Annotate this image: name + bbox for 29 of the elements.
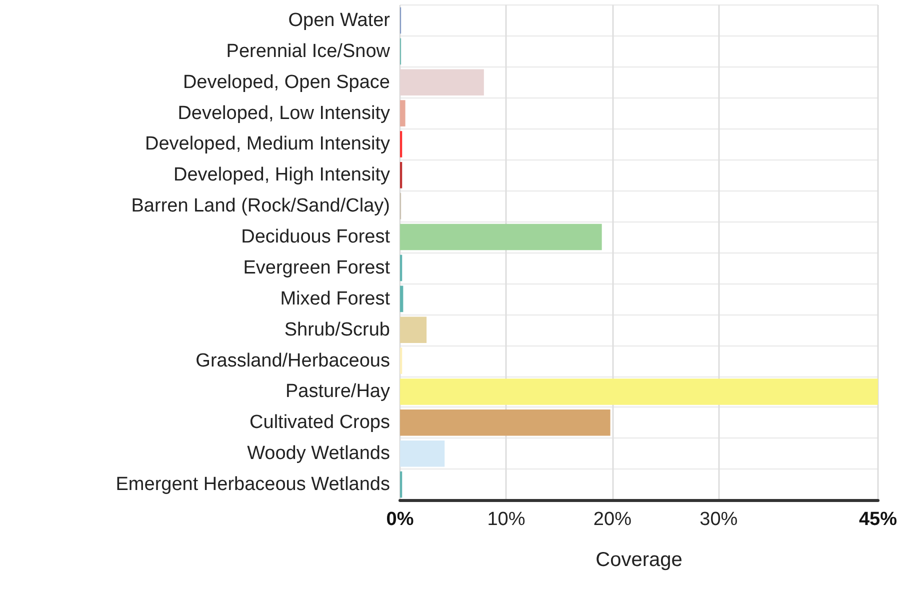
- x-tick-label: 0%: [386, 509, 414, 530]
- x-axis-title: Coverage: [596, 549, 682, 571]
- bar: [400, 224, 602, 250]
- bar: [400, 286, 404, 312]
- y-tick-label: Shrub/Scrub: [284, 319, 390, 340]
- y-tick-label: Developed, Medium Intensity: [144, 134, 390, 155]
- x-tick-label: 45%: [858, 509, 898, 530]
- y-tick-label: Woody Wetlands: [247, 443, 390, 464]
- y-tick-label: Cultivated Crops: [250, 412, 390, 434]
- y-tick-label: Pasture/Hay: [285, 381, 390, 402]
- bar: [400, 440, 445, 467]
- y-tick-label: Perennial Ice/Snow: [226, 40, 390, 62]
- y-tick-label: Developed, Open Space: [182, 72, 390, 93]
- y-tick-label: Emergent Herbaceous Wetlands: [116, 474, 390, 496]
- bar: [400, 100, 406, 126]
- y-tick-label: Grassland/Herbaceous: [196, 350, 390, 372]
- y-tick-label: Deciduous Forest: [241, 226, 391, 248]
- bar: [400, 378, 878, 405]
- x-tick-label: 10%: [487, 509, 526, 530]
- x-tick-label: 30%: [700, 509, 738, 530]
- y-tick-label: Open Water: [288, 10, 391, 31]
- y-tick-label: Barren Land (Rock/Sand/Clay): [131, 196, 390, 217]
- y-tick-label: Evergreen Forest: [243, 257, 391, 278]
- y-tick-label: Developed, High Intensity: [173, 164, 390, 186]
- x-tick-label: 20%: [593, 509, 632, 530]
- y-tick-label: Developed, Low Intensity: [178, 102, 390, 124]
- y-tick-label: Mixed Forest: [280, 288, 391, 310]
- bar: [400, 410, 610, 436]
- bar: [400, 316, 427, 343]
